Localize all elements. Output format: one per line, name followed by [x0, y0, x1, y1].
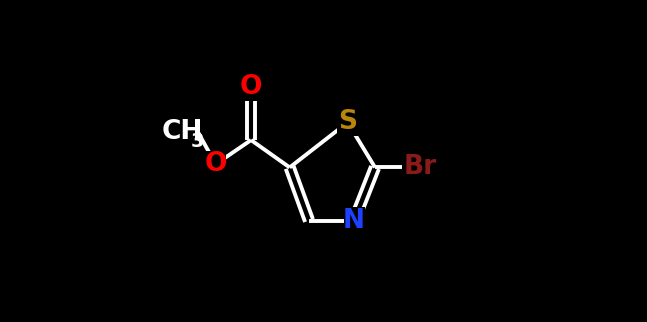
Bar [337, 109, 358, 136]
Bar [171, 118, 199, 146]
Text: Br: Br [404, 155, 437, 180]
Text: CH: CH [161, 119, 203, 145]
Bar [402, 154, 438, 181]
Text: O: O [204, 151, 227, 177]
Text: S: S [338, 109, 357, 135]
Text: O: O [240, 74, 262, 100]
Bar [241, 73, 261, 100]
Bar [205, 151, 226, 178]
Text: N: N [343, 208, 365, 233]
Text: 3: 3 [191, 132, 204, 151]
Bar [344, 207, 364, 234]
